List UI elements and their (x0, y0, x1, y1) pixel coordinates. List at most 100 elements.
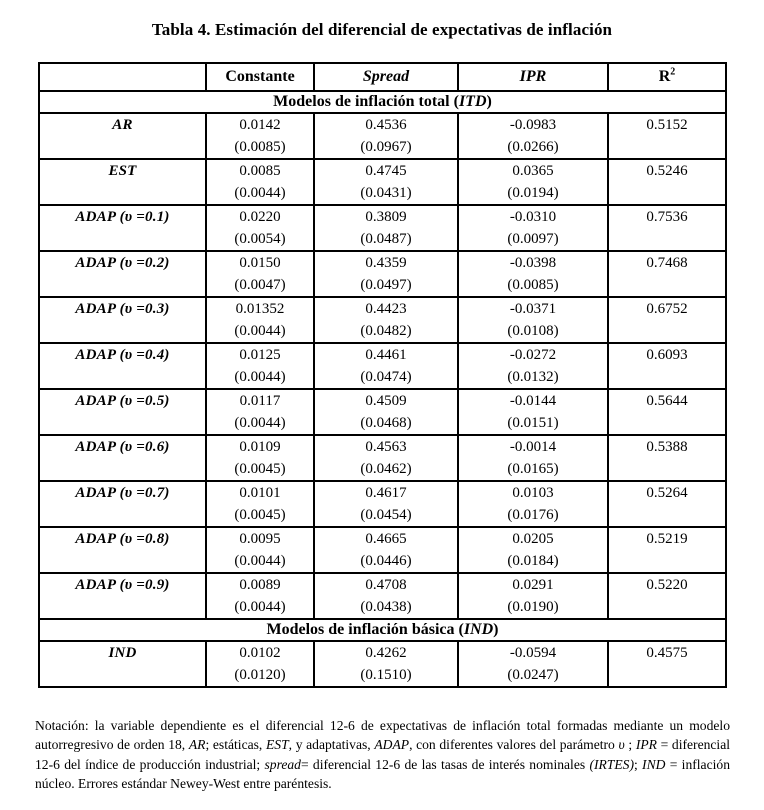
standard-error-value: (0.0108) (507, 323, 559, 339)
table-footnote: Notación: la variable dependiente es el … (35, 716, 730, 794)
italic-text-segment: (IRTES) (589, 756, 634, 772)
row-label: ADAP (υ =0.5) (38, 388, 207, 436)
estimate-value: 0.0102 (239, 645, 281, 661)
header-empty-cell (38, 62, 207, 92)
cell-r-squared: 0.7536 (607, 204, 727, 252)
header-constante: Constante (205, 62, 315, 92)
standard-error-value: (0.0176) (507, 507, 559, 523)
text-segment: ; estáticas, (205, 737, 266, 753)
cell-spread: 0.4708 (0.0438) (313, 572, 459, 620)
cell-constante: 0.0095 (0.0044) (205, 526, 315, 574)
table-row: ADAP (υ =0.9) 0.0089 (0.0044) 0.4708 (0.0438… (38, 572, 727, 620)
text-segment: ) (486, 93, 492, 110)
estimate-value: 0.0089 (239, 577, 281, 593)
estimate-value: 0.0150 (239, 255, 281, 271)
estimate-value: 0.7536 (646, 209, 688, 225)
table-row: ADAP (υ =0.5) 0.0117 (0.0044) 0.4509 (0.0468… (38, 388, 727, 436)
standard-error-value: (0.0266) (507, 139, 559, 155)
standard-error-value: (0.0462) (360, 461, 412, 477)
table-row: ADAP (υ =0.8) 0.0095 (0.0044) 0.4665 (0.0446… (38, 526, 727, 574)
cell-ipr: -0.0014 (0.0165) (457, 434, 609, 482)
cell-r-squared: 0.5388 (607, 434, 727, 482)
header-ipr: IPR (457, 62, 609, 92)
estimate-value: 0.5388 (646, 439, 688, 455)
standard-error-value: (0.0044) (234, 415, 286, 431)
table-row: ADAP (υ =0.6) 0.0109 (0.0045) 0.4563 (0.0462… (38, 434, 727, 482)
standard-error-value: (0.0044) (234, 323, 286, 339)
cell-ipr: -0.0398 (0.0085) (457, 250, 609, 298)
cell-spread: 0.4665 (0.0446) (313, 526, 459, 574)
text-segment: , con diferentes valores del parámetro (409, 737, 619, 753)
cell-r-squared: 0.6093 (607, 342, 727, 390)
estimate-value: 0.0117 (239, 393, 281, 409)
cell-ipr: -0.0983 (0.0266) (457, 112, 609, 160)
standard-error-value: (0.0454) (360, 507, 412, 523)
estimate-value: 0.0291 (512, 577, 554, 593)
estimate-value: 0.4563 (365, 439, 407, 455)
estimate-value: 0.4461 (365, 347, 407, 363)
estimate-value: 0.0365 (512, 163, 554, 179)
estimate-value: 0.5220 (646, 577, 688, 593)
italic-text-segment: spread (264, 756, 301, 772)
cell-constante: 0.0125 (0.0044) (205, 342, 315, 390)
italic-text-segment: IND (463, 621, 494, 638)
text-segment: ; (633, 756, 643, 772)
cell-r-squared: 0.5644 (607, 388, 727, 436)
cell-spread: 0.4509 (0.0468) (313, 388, 459, 436)
estimate-value: 0.0103 (512, 485, 554, 501)
estimate-value: 0.0085 (239, 163, 281, 179)
text-segment: ; (624, 737, 636, 753)
text-segment: = diferencial 12-6 de las tasas de inter… (300, 756, 590, 772)
cell-spread: 0.3809 (0.0487) (313, 204, 459, 252)
standard-error-value: (0.0165) (507, 461, 559, 477)
table-row: ADAP (υ =0.7) 0.0101 (0.0045) 0.4617 (0.0454… (38, 480, 727, 528)
estimate-value: 0.4708 (365, 577, 407, 593)
estimate-value: 0.4423 (365, 301, 407, 317)
standard-error-value: (0.0482) (360, 323, 412, 339)
header-r-exponent: 2 (670, 66, 676, 78)
standard-error-value: (0.0487) (360, 231, 412, 247)
text-segment: Modelos de inflación básica ( (266, 621, 464, 638)
italic-text-segment: IPR (635, 737, 657, 753)
text-segment: = inflación núcleo. Errores estándar New… (35, 756, 730, 792)
cell-r-squared: 0.5246 (607, 158, 727, 206)
cell-spread: 0.4536 (0.0967) (313, 112, 459, 160)
table-row: ADAP (υ =0.4) 0.0125 (0.0044) 0.4461 (0.0474… (38, 342, 727, 390)
cell-ipr: 0.0291 (0.0190) (457, 572, 609, 620)
cell-r-squared: 0.5220 (607, 572, 727, 620)
cell-ipr: -0.0310 (0.0097) (457, 204, 609, 252)
row-label: ADAP (υ =0.8) (38, 526, 207, 574)
estimate-value: -0.0594 (509, 645, 557, 661)
header-spread: Spread (313, 62, 459, 92)
cell-r-squared: 0.5219 (607, 526, 727, 574)
standard-error-value: (0.0967) (360, 139, 412, 155)
italic-text-segment: ADAP (374, 737, 410, 753)
standard-error-value: (0.0497) (360, 277, 412, 293)
table-row: ADAP (υ =0.3) 0.01352 (0.0044) 0.4423 (0.048… (38, 296, 727, 344)
standard-error-value: (0.0247) (507, 667, 559, 683)
table-title: Tabla 4. Estimación del diferencial de e… (151, 20, 613, 39)
cell-spread: 0.4617 (0.0454) (313, 480, 459, 528)
row-label: ADAP (υ =0.9) (38, 572, 207, 620)
row-label: IND (38, 640, 207, 688)
standard-error-value: (0.0054) (234, 231, 286, 247)
estimate-value: 0.0142 (239, 117, 281, 133)
section-header-row: Modelos de inflación total (ITD) (38, 90, 727, 114)
section-header-cell: Modelos de inflación básica (IND) (38, 618, 727, 642)
estimate-value: 0.4745 (365, 163, 407, 179)
estimate-value: 0.5152 (646, 117, 688, 133)
cell-spread: 0.4262 (0.1510) (313, 640, 459, 688)
table-row: IND 0.0102 (0.0120) 0.4262 (0.1510) -0.0594 (0… (38, 640, 727, 688)
section-header-row: Modelos de inflación básica (IND) (38, 618, 727, 642)
header-r-base: R (658, 68, 671, 85)
standard-error-value: (0.0097) (507, 231, 559, 247)
standard-error-value: (0.0045) (234, 507, 286, 523)
estimate-value: 0.0125 (239, 347, 281, 363)
regression-table: Constante Spread IPR R2 Modelos de infla… (38, 62, 727, 688)
cell-spread: 0.4563 (0.0462) (313, 434, 459, 482)
cell-ipr: 0.0365 (0.0194) (457, 158, 609, 206)
row-label: ADAP (υ =0.3) (38, 296, 207, 344)
row-label: ADAP (υ =0.7) (38, 480, 207, 528)
standard-error-value: (0.0446) (360, 553, 412, 569)
